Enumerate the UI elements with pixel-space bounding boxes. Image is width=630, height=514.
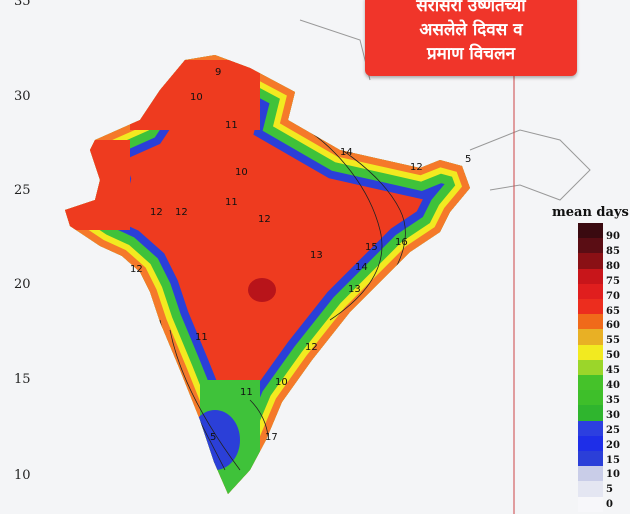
contour-label: 10 <box>235 167 248 178</box>
contour-label: 11 <box>225 197 238 208</box>
legend-tick: 70 <box>606 290 620 302</box>
contour-label: 15 <box>365 242 378 253</box>
legend-tick: 55 <box>606 335 620 347</box>
legend-swatch <box>578 344 603 361</box>
contour-label: 12 <box>258 214 271 225</box>
contour-label: 13 <box>348 284 361 295</box>
legend-tick: 40 <box>606 380 620 391</box>
legend-swatch <box>578 496 603 513</box>
lat-label: 25 <box>14 183 31 198</box>
legend-tick: 80 <box>606 260 620 272</box>
legend-swatch <box>578 390 603 406</box>
legend-tick: 65 <box>606 305 620 317</box>
lat-label: 30 <box>14 89 31 104</box>
legend-swatch <box>578 435 603 452</box>
contour-label: 12 <box>150 207 163 218</box>
legend-swatch <box>578 283 603 300</box>
legend-title: mean days <box>552 205 629 220</box>
contour-label: 12 <box>410 162 423 173</box>
legend-swatch <box>578 375 603 391</box>
legend-tick: 25 <box>606 424 620 436</box>
contour-label: 5 <box>465 154 471 165</box>
banner-line-2: असलेले दिवस व <box>419 20 523 40</box>
contour-label: 17 <box>265 432 278 443</box>
legend-swatch <box>578 299 603 315</box>
legend-swatch <box>578 268 603 285</box>
legend-swatch <box>578 481 603 497</box>
banner-line-1: सरासरी उष्णतेच्या <box>416 0 526 16</box>
legend-swatch <box>578 451 603 467</box>
legend-tick: 85 <box>606 245 620 257</box>
contour-label: 9 <box>215 67 221 78</box>
banner-line-3: प्रमाण विचलन <box>426 44 516 64</box>
legend-tick: 30 <box>606 409 620 421</box>
contour-label: 14 <box>355 262 368 273</box>
lat-label: 20 <box>14 277 31 292</box>
legend-tick: 15 <box>606 454 620 466</box>
contour-label: 12 <box>305 342 318 353</box>
legend-swatch <box>578 359 603 376</box>
title-banner: सरासरी उष्णतेच्या असलेले दिवस व प्रमाण व… <box>365 0 577 76</box>
legend-tick: 45 <box>606 365 620 377</box>
contour-label: 12 <box>130 264 143 275</box>
legend-swatch <box>578 238 603 254</box>
legend-tick: 60 <box>606 320 620 332</box>
legend-swatch <box>578 405 603 421</box>
legend-tick: 35 <box>606 394 620 406</box>
legend-tick: 50 <box>606 350 620 362</box>
contour-label: 10 <box>275 377 288 388</box>
legend-tick: 5 <box>606 484 613 496</box>
contour-label: 11 <box>225 120 238 131</box>
contour-label: 13 <box>310 250 323 261</box>
contour-label: 5 <box>210 432 216 443</box>
legend-swatch <box>578 253 603 269</box>
contour-label: 14 <box>340 147 353 158</box>
lat-label: 15 <box>14 372 31 387</box>
legend-swatch <box>578 314 603 330</box>
legend-tick: 20 <box>606 439 620 451</box>
lat-label: 10 <box>14 468 31 483</box>
contour-label: 11 <box>195 332 208 343</box>
legend-tick: 0 <box>606 499 613 511</box>
legend-swatch <box>578 223 603 239</box>
legend-swatch <box>578 329 603 345</box>
legend-tick: 75 <box>606 275 620 287</box>
lat-label: 35 <box>14 0 31 9</box>
contour-label: 16 <box>395 237 408 248</box>
legend-swatch <box>578 466 603 482</box>
legend-tick: 10 <box>606 469 620 481</box>
legend-tick: 90 <box>606 231 620 242</box>
legend-swatch <box>578 420 603 437</box>
contour-label: 12 <box>175 207 188 218</box>
contour-label: 11 <box>240 387 253 398</box>
contour-label: 10 <box>190 92 203 103</box>
